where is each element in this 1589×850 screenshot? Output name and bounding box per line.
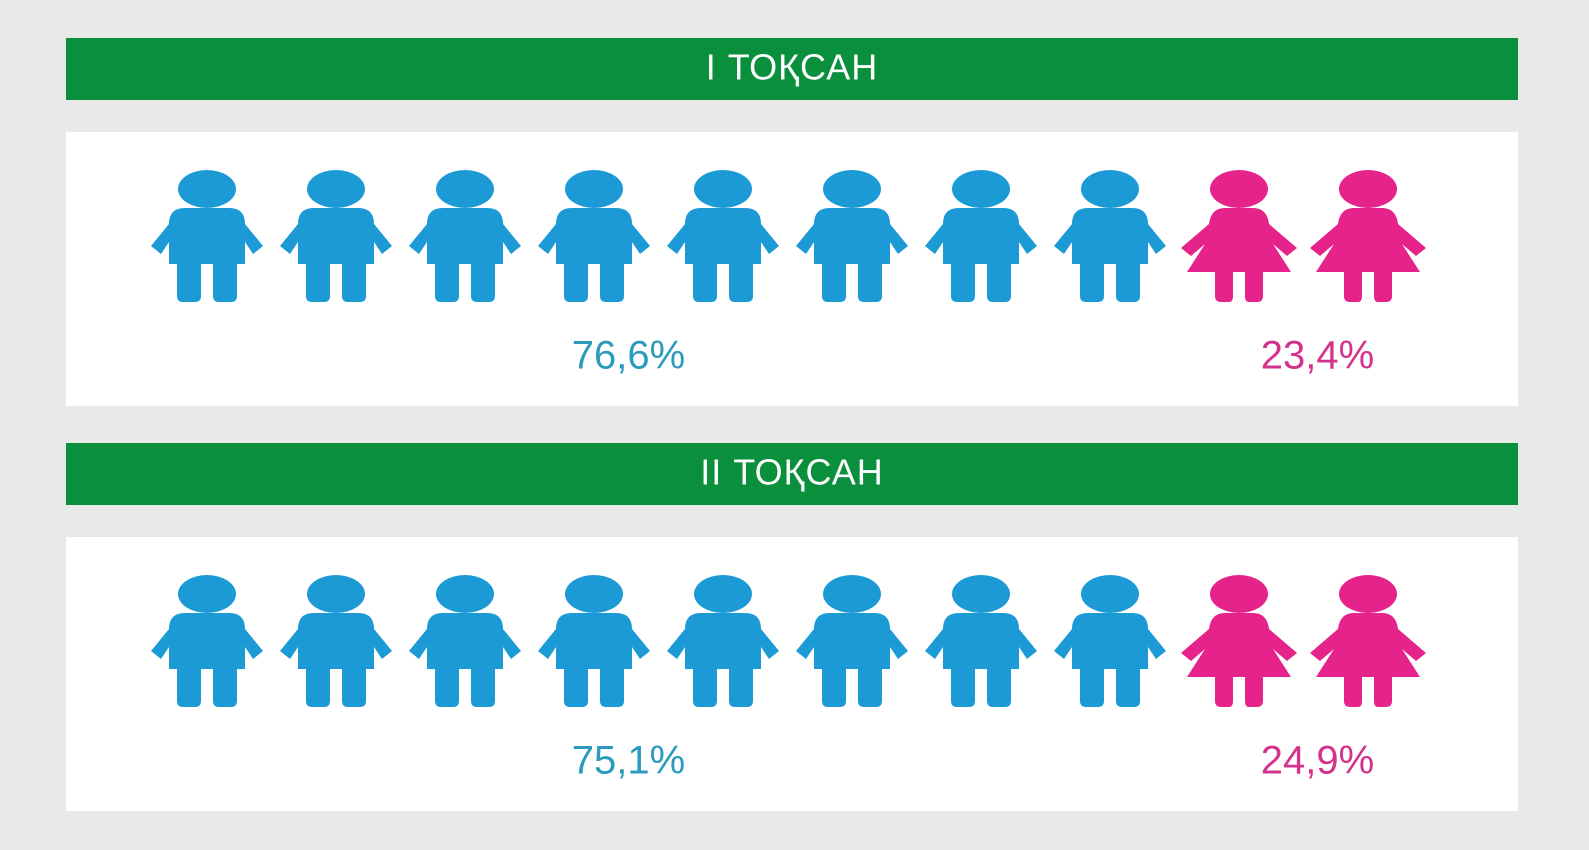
- icon-head: [694, 575, 752, 613]
- icon-head: [1081, 575, 1139, 613]
- male-icon: [280, 575, 392, 707]
- icon-body: [796, 208, 908, 302]
- icon-body: [1054, 613, 1166, 707]
- icon-head: [178, 575, 236, 613]
- icon-body: [538, 613, 650, 707]
- icon-body: [409, 613, 521, 707]
- icon-head: [1210, 170, 1268, 208]
- male-icon: [151, 575, 263, 707]
- male-icon: [409, 170, 521, 302]
- male-icon: [667, 170, 779, 302]
- icon-head: [1210, 575, 1268, 613]
- value-label: 76,6%: [572, 334, 685, 378]
- icon-body: [1310, 208, 1426, 302]
- icon-head: [178, 170, 236, 208]
- title-bar: [66, 443, 1518, 505]
- male-icon: [538, 575, 650, 707]
- female-icon: [1310, 170, 1426, 302]
- icon-head: [307, 170, 365, 208]
- icon-body: [925, 208, 1037, 302]
- male-icon: [280, 170, 392, 302]
- icon-head: [1339, 575, 1397, 613]
- icon-head: [565, 575, 623, 613]
- icon-body: [1181, 208, 1297, 302]
- male-icon: [409, 575, 521, 707]
- male-icon: [796, 575, 908, 707]
- icon-body: [925, 613, 1037, 707]
- icon-body: [151, 613, 263, 707]
- icon-body: [151, 208, 263, 302]
- value-label: 23,4%: [1261, 334, 1374, 378]
- male-icon: [1054, 575, 1166, 707]
- section-title: II ТОҚСАН: [700, 452, 884, 493]
- male-icon: [151, 170, 263, 302]
- icon-head: [952, 170, 1010, 208]
- title-bar: [66, 38, 1518, 100]
- male-icon: [1054, 170, 1166, 302]
- female-icon: [1181, 170, 1297, 302]
- icon-body: [1310, 613, 1426, 707]
- value-label: 75,1%: [572, 739, 685, 783]
- female-icon: [1181, 575, 1297, 707]
- icon-head: [1339, 170, 1397, 208]
- icon-body: [538, 208, 650, 302]
- female-icon: [1310, 575, 1426, 707]
- icon-body: [409, 208, 521, 302]
- male-icon: [925, 575, 1037, 707]
- icon-body: [1054, 208, 1166, 302]
- icon-head: [436, 170, 494, 208]
- icon-body: [280, 613, 392, 707]
- icon-head: [952, 575, 1010, 613]
- male-icon: [538, 170, 650, 302]
- icon-head: [823, 575, 881, 613]
- icon-body: [667, 208, 779, 302]
- icon-head: [565, 170, 623, 208]
- value-label: 24,9%: [1261, 739, 1374, 783]
- icon-body: [1181, 613, 1297, 707]
- male-icon: [925, 170, 1037, 302]
- icon-head: [436, 575, 494, 613]
- icon-body: [667, 613, 779, 707]
- icon-body: [796, 613, 908, 707]
- icon-body: [280, 208, 392, 302]
- male-icon: [667, 575, 779, 707]
- icon-head: [694, 170, 752, 208]
- male-icon: [796, 170, 908, 302]
- icon-head: [307, 575, 365, 613]
- icon-head: [1081, 170, 1139, 208]
- icon-head: [823, 170, 881, 208]
- section-title: I ТОҚСАН: [706, 47, 879, 88]
